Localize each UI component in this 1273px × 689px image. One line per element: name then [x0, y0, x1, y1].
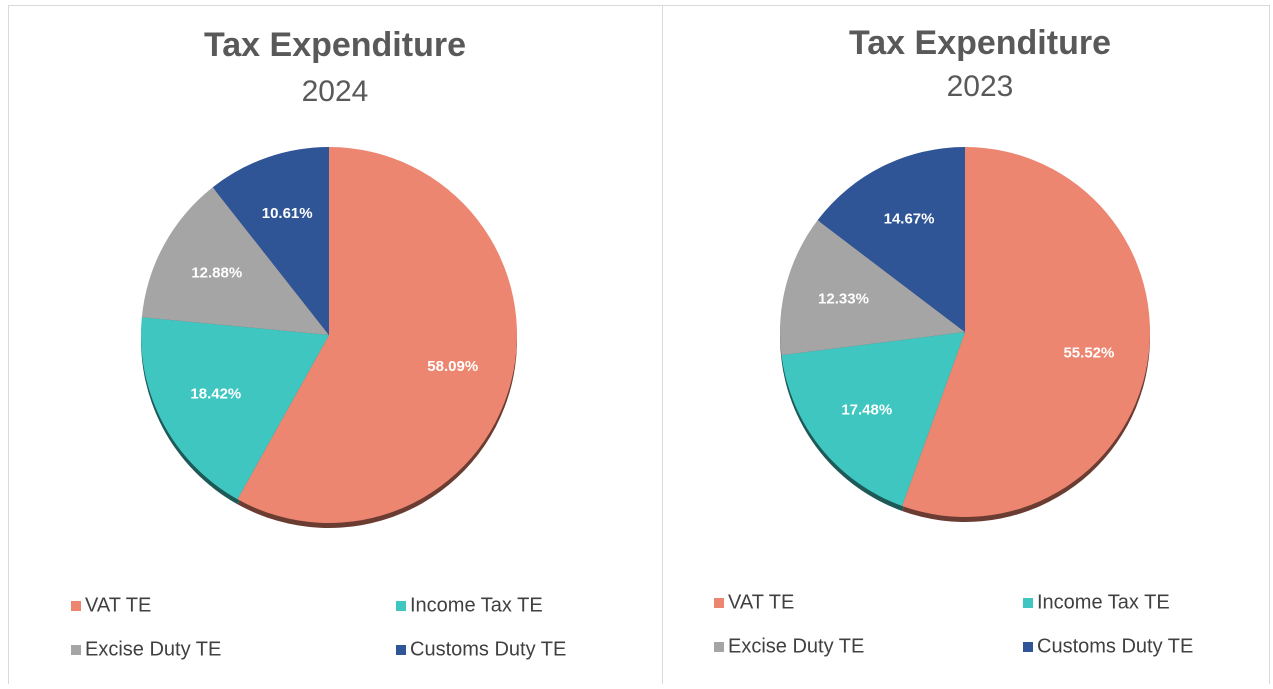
- slice: [780, 220, 965, 356]
- slice: [237, 147, 518, 523]
- data-label: 18.42%: [190, 385, 241, 402]
- legend-swatch: [1023, 598, 1033, 608]
- legend-swatch: [396, 601, 406, 611]
- slice: [141, 187, 329, 335]
- slice: [817, 147, 965, 332]
- legend-label: Excise Duty TE: [728, 635, 864, 657]
- legend-label: VAT TE: [85, 594, 151, 616]
- legend-label: Income Tax TE: [410, 594, 543, 616]
- legend-label: Customs Duty TE: [410, 638, 566, 660]
- legend-swatch: [396, 645, 406, 655]
- legend-label: VAT TE: [728, 591, 794, 613]
- legend-swatch: [71, 645, 81, 655]
- chart-title: Tax Expenditure: [204, 26, 466, 64]
- chart-subtitle: 2024: [302, 75, 369, 108]
- chart-subtitle: 2023: [947, 70, 1014, 103]
- legend-label: Customs Duty TE: [1037, 635, 1193, 657]
- data-label: 10.61%: [262, 205, 313, 222]
- legend-label: Income Tax TE: [1037, 591, 1170, 613]
- data-label: 12.33%: [818, 290, 869, 307]
- chart-title: Tax Expenditure: [849, 24, 1111, 62]
- legend-swatch: [714, 598, 724, 608]
- slice: [781, 332, 965, 506]
- legend-swatch: [71, 601, 81, 611]
- data-label: 55.52%: [1063, 345, 1114, 362]
- legend-label: Excise Duty TE: [85, 638, 221, 660]
- data-label: 14.67%: [884, 210, 935, 227]
- data-label: 17.48%: [841, 402, 892, 419]
- data-label: 12.88%: [191, 265, 242, 282]
- panel-border: [662, 5, 1270, 689]
- legend-swatch: [714, 642, 724, 652]
- slice: [141, 317, 329, 500]
- slice: [902, 147, 1150, 517]
- legend-swatch: [1023, 642, 1033, 652]
- data-label: 58.09%: [427, 358, 478, 375]
- slice: [212, 147, 329, 335]
